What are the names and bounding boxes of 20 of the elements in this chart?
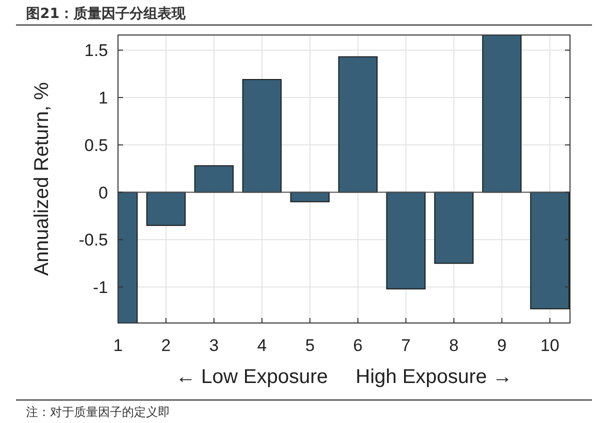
x-tick-label: 7 bbox=[401, 336, 411, 355]
y-tick-label: -0.5 bbox=[78, 230, 108, 250]
x-tick-label: 2 bbox=[161, 336, 171, 355]
y-tick-label: 1.5 bbox=[84, 41, 108, 60]
x-tick-label: 3 bbox=[209, 336, 219, 355]
y-axis-title: Annualized Return, % bbox=[31, 82, 53, 276]
y-tick-label: -1 bbox=[92, 278, 108, 297]
chart-title: 图21：质量因子分组表现 bbox=[26, 5, 186, 22]
text: 注：对于质量因子的定义即 bbox=[26, 405, 170, 419]
x-tick-label: 8 bbox=[449, 336, 459, 355]
x-tick-label: 4 bbox=[257, 336, 267, 355]
y-tick-label: 0 bbox=[98, 183, 108, 202]
x-tick-label: 9 bbox=[497, 336, 507, 355]
y-tick-label: 0.5 bbox=[84, 136, 108, 155]
x-tick-label: 10 bbox=[540, 336, 560, 355]
x-tick-label: 5 bbox=[305, 336, 315, 355]
y-tick-label: 1 bbox=[98, 88, 108, 108]
x-axis-title: ← Low Exposure High Exposure → bbox=[176, 366, 512, 388]
x-tick-label: 1 bbox=[113, 336, 123, 355]
x-tick-label: 6 bbox=[353, 336, 363, 355]
